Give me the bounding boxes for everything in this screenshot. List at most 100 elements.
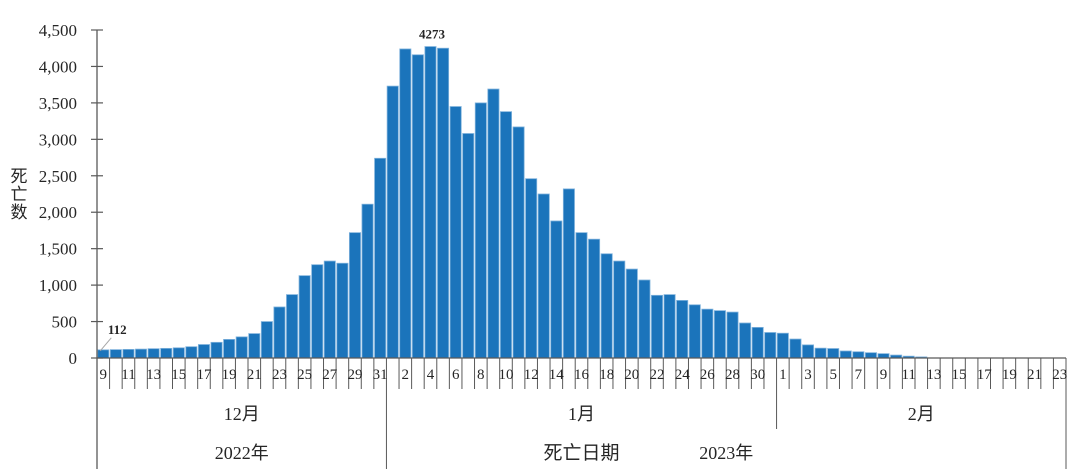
x-day-label: 15 <box>171 367 186 383</box>
bar-m1-d11 <box>512 126 525 359</box>
month-label-0: 12月 <box>224 404 260 424</box>
bar-m1-d21 <box>638 279 651 359</box>
bar-m1-d22 <box>651 294 663 359</box>
bar-m0-d14 <box>160 347 173 359</box>
bar-m1-d3 <box>411 54 424 359</box>
bar-m1-d20 <box>625 268 638 359</box>
bar-m1-d27 <box>713 310 726 359</box>
x-day-label: 11 <box>901 367 915 383</box>
y-tick-label: 3,500 <box>39 94 77 113</box>
y-axis-title-char: 亡 <box>11 185 28 204</box>
bar-m0-d22 <box>260 321 273 359</box>
x-day-label: 19 <box>222 367 237 383</box>
bar-m0-d11 <box>122 348 135 359</box>
bar-m1-d15 <box>562 188 575 359</box>
y-tick-label: 3,000 <box>39 130 77 149</box>
x-day-label: 2 <box>402 367 410 383</box>
y-tick-label: 1,000 <box>39 276 77 295</box>
x-day-label: 13 <box>926 367 941 383</box>
bar-m0-d10 <box>109 349 122 359</box>
x-day-label: 24 <box>675 367 691 383</box>
bar-m2-d4 <box>814 347 827 359</box>
annotation-leader-line <box>99 337 112 352</box>
month-label-2: 2月 <box>908 404 935 424</box>
x-day-label: 21 <box>247 367 262 383</box>
bar-m1-d7 <box>462 133 475 359</box>
y-tick-label: 2,000 <box>39 203 77 222</box>
x-axis-title: 死亡日期 <box>543 442 619 464</box>
y-tick-label: 0 <box>69 349 78 368</box>
bar-m1-d29 <box>739 322 752 359</box>
bar-m0-d25 <box>298 275 311 359</box>
x-day-label: 7 <box>855 367 863 383</box>
bar-m1-d9 <box>487 88 500 359</box>
bar-m0-d16 <box>185 346 198 359</box>
x-day-label: 26 <box>700 367 716 383</box>
x-day-label: 23 <box>272 367 287 383</box>
bar-m1-d31 <box>764 332 777 359</box>
x-day-label: 30 <box>750 367 765 383</box>
year-label-1: 2023年 <box>699 443 753 463</box>
y-tick-label: 4,000 <box>39 57 77 76</box>
x-day-label: 25 <box>297 367 312 383</box>
x-day-label: 8 <box>477 367 485 383</box>
bar-m1-d2 <box>399 48 412 359</box>
bar-m2-d2 <box>789 338 802 359</box>
x-day-label: 22 <box>650 367 665 383</box>
bar-m0-d27 <box>323 260 336 359</box>
bar-m1-d13 <box>537 193 550 359</box>
x-day-label: 3 <box>804 367 812 383</box>
y-tick-label: 2,500 <box>39 167 77 186</box>
x-day-label: 31 <box>373 367 388 383</box>
bar-m2-d1 <box>776 332 789 359</box>
bar-m0-d26 <box>311 264 324 359</box>
x-day-label: 29 <box>348 367 363 383</box>
y-tick-label: 4,500 <box>39 21 77 40</box>
bar-m0-d31 <box>374 157 387 359</box>
bar-m1-d19 <box>613 260 626 359</box>
y-axis-title-char: 数 <box>11 203 28 222</box>
bar-m0-d24 <box>286 294 299 359</box>
x-day-label: 14 <box>549 367 565 383</box>
x-day-label: 9 <box>100 367 108 383</box>
x-day-label: 1 <box>779 367 787 383</box>
x-day-label: 4 <box>427 367 435 383</box>
bar-m0-d21 <box>248 333 261 359</box>
bar-m1-d6 <box>449 106 462 359</box>
y-tick-label: 1,500 <box>39 240 77 259</box>
bar-m1-d26 <box>701 308 714 359</box>
bar-m0-d19 <box>223 339 236 359</box>
bar-m0-d28 <box>336 262 349 359</box>
x-day-label: 9 <box>880 367 888 383</box>
bar-m0-d18 <box>210 341 223 359</box>
x-day-label: 12 <box>524 367 539 383</box>
bar-m1-d23 <box>663 294 676 359</box>
bar-m1-d5 <box>437 47 450 359</box>
bar-m1-d10 <box>499 111 512 359</box>
bar-m0-d29 <box>348 232 361 359</box>
bar-m1-d16 <box>575 232 588 359</box>
x-day-label: 10 <box>499 367 514 383</box>
y-axis-title-char: 死 <box>11 167 28 186</box>
bar-m1-d18 <box>600 253 613 359</box>
bar-m1-d30 <box>751 326 764 359</box>
x-day-label: 5 <box>829 367 837 383</box>
bar-m0-d9 <box>97 349 110 359</box>
bar-m2-d5 <box>827 348 840 359</box>
bar-m1-d14 <box>550 220 563 359</box>
bar-value-label: 112 <box>108 322 127 337</box>
x-day-label: 23 <box>1052 367 1067 383</box>
bar-m0-d15 <box>172 347 185 359</box>
bar-m1-d1 <box>386 85 399 359</box>
bar-m1-d25 <box>688 304 701 359</box>
bar-m1-d28 <box>726 311 739 359</box>
x-day-label: 17 <box>197 367 213 383</box>
bar-m2-d6 <box>839 350 852 359</box>
bar-m0-d30 <box>361 203 374 359</box>
bar-m2-d3 <box>802 344 815 359</box>
bar-m1-d17 <box>588 238 601 359</box>
bar-m0-d17 <box>197 344 210 359</box>
x-day-label: 13 <box>146 367 161 383</box>
bar-m2-d8 <box>864 352 877 359</box>
